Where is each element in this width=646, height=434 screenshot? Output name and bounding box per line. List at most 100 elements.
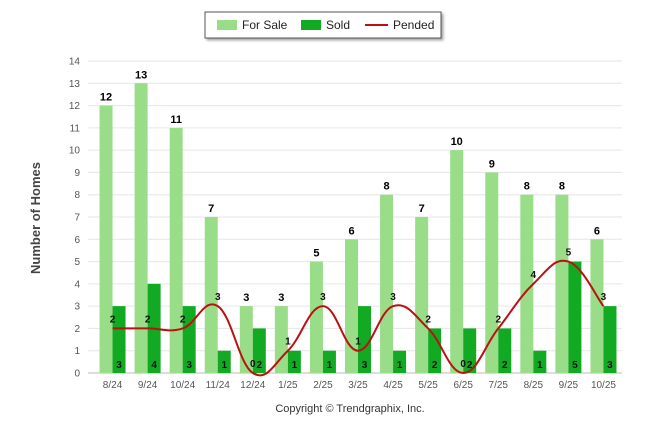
bar-for-sale-6 bbox=[309, 261, 323, 373]
y-tick-label-13: 13 bbox=[69, 79, 81, 90]
label-sold-6: 1 bbox=[327, 360, 333, 371]
label-for-sale-7: 6 bbox=[348, 225, 354, 237]
label-for-sale-6: 5 bbox=[313, 248, 319, 260]
bar-for-sale-14 bbox=[590, 239, 604, 373]
x-tick-label-0: 8/24 bbox=[103, 380, 123, 391]
label-sold-1: 4 bbox=[151, 360, 157, 371]
bar-for-sale-12 bbox=[520, 194, 534, 373]
bar-for-sale-1 bbox=[134, 83, 148, 374]
label-for-sale-1: 13 bbox=[135, 69, 147, 81]
label-pended-3: 3 bbox=[215, 292, 221, 303]
x-tick-label-2: 10/24 bbox=[170, 380, 195, 391]
bar-sold-13 bbox=[568, 261, 582, 373]
label-pended-1: 2 bbox=[145, 314, 151, 325]
label-for-sale-14: 6 bbox=[594, 225, 600, 237]
bar-for-sale-4 bbox=[239, 306, 253, 373]
label-for-sale-9: 7 bbox=[419, 203, 425, 215]
label-sold-7: 3 bbox=[362, 360, 368, 371]
legend-swatch-sold bbox=[301, 20, 321, 30]
label-pended-13: 5 bbox=[566, 248, 572, 259]
bar-sold-9 bbox=[428, 328, 442, 373]
y-tick-label-9: 9 bbox=[74, 168, 80, 179]
label-pended-11: 2 bbox=[495, 314, 501, 325]
label-pended-8: 3 bbox=[390, 292, 396, 303]
y-tick-label-10: 10 bbox=[69, 146, 81, 157]
y-tick-label-3: 3 bbox=[74, 302, 80, 313]
bar-sold-8 bbox=[393, 350, 407, 373]
label-pended-14: 3 bbox=[601, 292, 607, 303]
bar-sold-6 bbox=[322, 350, 336, 373]
label-sold-10: 2 bbox=[467, 360, 473, 371]
x-tick-label-4: 12/24 bbox=[240, 380, 265, 391]
label-for-sale-2: 11 bbox=[170, 114, 182, 126]
label-pended-10: 0 bbox=[460, 359, 466, 370]
label-sold-0: 3 bbox=[116, 360, 122, 371]
label-for-sale-13: 8 bbox=[559, 181, 565, 193]
x-tick-label-13: 9/25 bbox=[559, 380, 579, 391]
legend-swatch-for-sale bbox=[217, 20, 237, 30]
x-tick-label-14: 10/25 bbox=[591, 380, 616, 391]
x-tick-label-5: 1/25 bbox=[278, 380, 298, 391]
label-pended-12: 4 bbox=[531, 270, 537, 281]
bar-for-sale-8 bbox=[380, 194, 394, 373]
label-for-sale-5: 3 bbox=[278, 292, 284, 304]
legend-box bbox=[204, 11, 442, 39]
label-sold-14: 3 bbox=[607, 360, 613, 371]
legend-label-for-sale: For Sale bbox=[242, 18, 288, 32]
label-for-sale-11: 9 bbox=[489, 158, 495, 170]
bar-sold-2 bbox=[182, 306, 196, 373]
bar-for-sale-2 bbox=[169, 127, 183, 373]
label-sold-12: 1 bbox=[537, 360, 543, 371]
bar-sold-5 bbox=[287, 350, 301, 373]
label-for-sale-4: 3 bbox=[243, 292, 249, 304]
x-tick-label-8: 4/25 bbox=[383, 380, 403, 391]
bar-sold-12 bbox=[533, 350, 547, 373]
x-tick-label-11: 7/25 bbox=[489, 380, 509, 391]
y-tick-label-14: 14 bbox=[69, 57, 81, 68]
label-pended-0: 2 bbox=[110, 314, 116, 325]
label-for-sale-8: 8 bbox=[384, 181, 390, 193]
pended-line bbox=[112, 259, 605, 377]
bar-sold-0 bbox=[112, 306, 126, 373]
label-sold-5: 1 bbox=[292, 360, 298, 371]
label-pended-9: 2 bbox=[425, 314, 431, 325]
label-sold-2: 3 bbox=[186, 360, 192, 371]
bar-for-sale-9 bbox=[415, 217, 429, 373]
label-sold-8: 1 bbox=[397, 360, 403, 371]
x-tick-label-9: 5/25 bbox=[418, 380, 438, 391]
legend: For Sale Sold Pended bbox=[204, 11, 442, 39]
y-tick-label-1: 1 bbox=[74, 346, 80, 357]
y-tick-label-8: 8 bbox=[74, 190, 80, 201]
pended-line-path bbox=[112, 259, 605, 377]
x-tick-label-3: 11/24 bbox=[206, 380, 231, 391]
label-for-sale-3: 7 bbox=[208, 203, 214, 215]
label-for-sale-12: 8 bbox=[524, 181, 530, 193]
y-tick-label-4: 4 bbox=[74, 279, 80, 290]
bar-for-sale-5 bbox=[274, 306, 288, 373]
y-tick-label-5: 5 bbox=[74, 257, 80, 268]
label-sold-13: 5 bbox=[572, 360, 578, 371]
label-for-sale-0: 12 bbox=[100, 92, 112, 104]
bar-sold-11 bbox=[498, 328, 512, 373]
x-tick-label-7: 3/25 bbox=[348, 380, 368, 391]
label-pended-2: 2 bbox=[180, 314, 186, 325]
y-tick-label-6: 6 bbox=[74, 235, 80, 246]
label-pended-6: 3 bbox=[320, 292, 326, 303]
copyright-footer: Copyright © Trendgraphix, Inc. bbox=[275, 403, 424, 415]
y-tick-label-0: 0 bbox=[74, 369, 80, 380]
label-sold-4: 2 bbox=[257, 360, 263, 371]
bar-sold-14 bbox=[603, 306, 617, 373]
legend-label-pended: Pended bbox=[393, 18, 434, 32]
legend-label-sold: Sold bbox=[326, 18, 350, 32]
bar-sold-10 bbox=[463, 328, 477, 373]
label-sold-11: 2 bbox=[502, 360, 508, 371]
label-for-sale-10: 10 bbox=[451, 136, 463, 148]
x-tick-label-10: 6/25 bbox=[453, 380, 473, 391]
bar-for-sale-13 bbox=[555, 194, 569, 373]
bar-sold-4 bbox=[252, 328, 266, 373]
x-tick-label-12: 8/25 bbox=[524, 380, 544, 391]
